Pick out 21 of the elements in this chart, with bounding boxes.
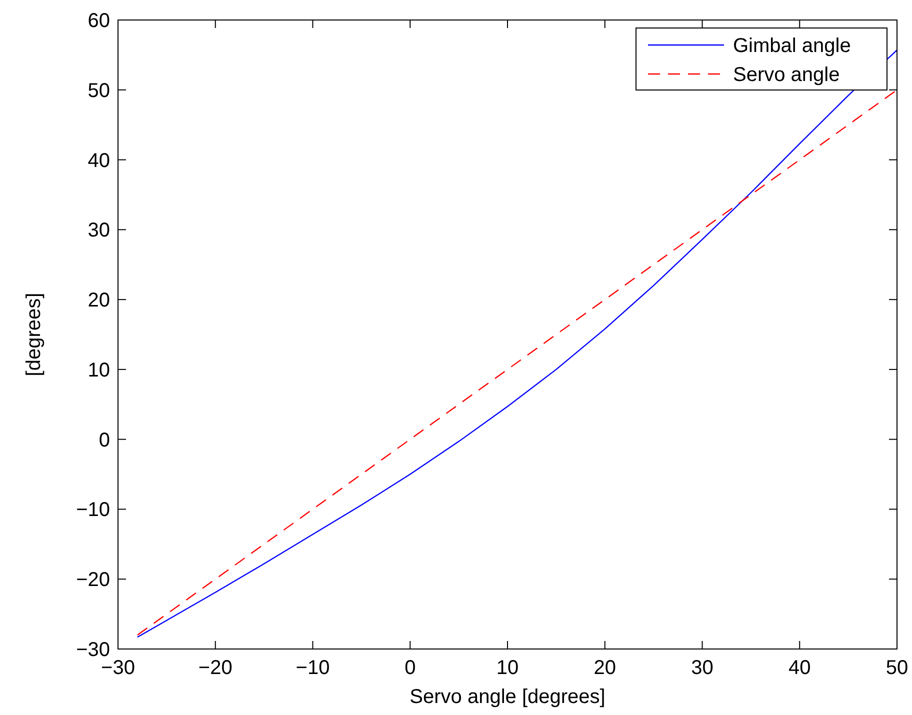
x-tick-label: −20 [198,657,232,679]
legend-label: Servo angle [733,64,840,86]
x-tick-label: 20 [594,657,616,679]
x-tick-label: 30 [691,657,714,679]
y-tick-label: 50 [88,80,110,102]
y-tick-label: −10 [76,499,110,522]
x-tick-label: −10 [296,657,330,679]
y-axis-title: [degrees] [23,292,45,376]
legend-label: Gimbal angle [733,35,851,57]
y-tick-label: 60 [88,10,110,32]
y-tick-label: 10 [88,359,110,382]
y-tick-label: −20 [76,569,110,592]
y-tick-label: 40 [88,150,110,172]
x-axis-title: Servo angle [degrees] [410,686,606,708]
x-tick-label: 40 [788,657,811,679]
y-tick-label: 0 [98,429,110,452]
x-tick-label: 50 [886,657,908,679]
x-tick-label: 0 [404,657,416,679]
y-tick-label: 20 [88,290,110,312]
y-tick-label: 30 [88,220,110,242]
x-tick-label: 10 [496,657,519,679]
